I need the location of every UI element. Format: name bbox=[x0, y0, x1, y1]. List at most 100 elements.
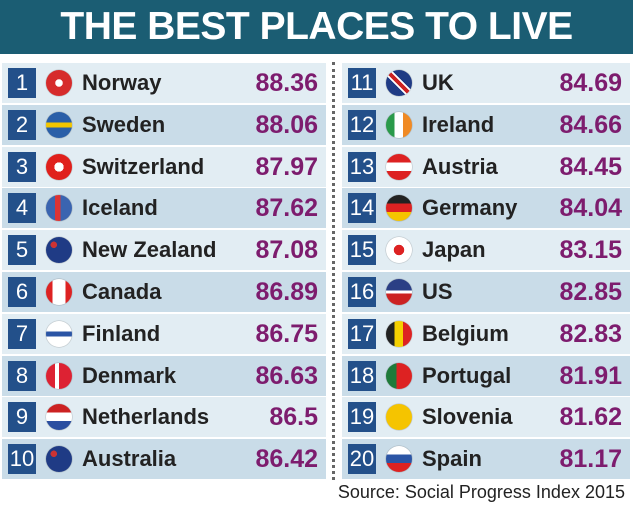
table-row: 4 Iceland 87.62 bbox=[2, 188, 326, 229]
country: Canada bbox=[82, 279, 162, 304]
rank: 17 bbox=[348, 318, 376, 349]
table-row: 1 Norway 88.36 bbox=[2, 63, 326, 103]
rank: 7 bbox=[8, 318, 36, 349]
country: Norway bbox=[82, 70, 162, 95]
score: 87.08 bbox=[255, 236, 318, 265]
flag-icon bbox=[386, 320, 412, 347]
flag-icon bbox=[386, 404, 412, 431]
score: 88.36 bbox=[255, 69, 318, 97]
flag-icon bbox=[46, 153, 72, 180]
table-row: 11 UK 84.69 bbox=[342, 63, 630, 103]
rank: 2 bbox=[8, 109, 36, 140]
flag-icon bbox=[386, 195, 412, 222]
flag-icon bbox=[386, 362, 412, 389]
table-row: 19 Slovenia 81.62 bbox=[342, 397, 630, 438]
flag-icon bbox=[386, 70, 412, 96]
score: 81.91 bbox=[559, 361, 622, 390]
rank: 3 bbox=[8, 151, 36, 182]
flag-icon bbox=[46, 362, 72, 389]
score: 84.66 bbox=[559, 110, 622, 139]
rank: 20 bbox=[348, 444, 376, 475]
rank: 1 bbox=[8, 68, 36, 98]
flag-icon bbox=[386, 279, 412, 305]
table-row: 14 Germany 84.04 bbox=[342, 188, 630, 229]
score: 81.62 bbox=[559, 403, 622, 432]
rank: 11 bbox=[348, 68, 376, 98]
rank: 4 bbox=[8, 193, 36, 224]
score: 81.17 bbox=[559, 445, 622, 474]
table-row: 15 Japan 83.15 bbox=[342, 230, 630, 271]
table-row: 16 US 82.85 bbox=[342, 272, 630, 312]
country: Iceland bbox=[82, 195, 158, 221]
score: 84.69 bbox=[559, 69, 622, 97]
country: Finland bbox=[82, 320, 161, 346]
flag-icon bbox=[46, 195, 72, 222]
rank: 12 bbox=[348, 109, 376, 140]
rank: 15 bbox=[348, 235, 376, 266]
table-row: 3 Switzerland 87.97 bbox=[2, 146, 326, 187]
flag-icon bbox=[386, 237, 412, 264]
score: 82.85 bbox=[559, 278, 622, 306]
country: Slovenia bbox=[422, 404, 513, 430]
flag-icon bbox=[386, 446, 412, 473]
flag-icon bbox=[46, 237, 72, 264]
flag-icon bbox=[46, 446, 72, 473]
country: Netherlands bbox=[82, 404, 210, 430]
rank: 5 bbox=[8, 235, 36, 266]
flag-icon bbox=[46, 320, 72, 347]
rank: 18 bbox=[348, 360, 376, 391]
score: 87.97 bbox=[255, 152, 318, 181]
source: Source: Social Progress Index 2015 bbox=[337, 482, 625, 502]
rank: 8 bbox=[8, 360, 36, 391]
score: 86.89 bbox=[255, 278, 318, 306]
flag-icon bbox=[46, 279, 72, 305]
title: THE BEST PLACES TO LIVE bbox=[0, 0, 633, 54]
country: Austria bbox=[422, 153, 498, 179]
rank: 10 bbox=[8, 444, 36, 475]
table-row: 9 Netherlands 86.5 bbox=[2, 397, 326, 438]
rank: 19 bbox=[348, 402, 376, 433]
country: New Zealand bbox=[82, 237, 217, 263]
country: Portugal bbox=[422, 362, 512, 388]
table-row: 12 Ireland 84.66 bbox=[342, 104, 630, 145]
country: Switzerland bbox=[82, 153, 205, 179]
flag-icon bbox=[386, 153, 412, 180]
rank: 16 bbox=[348, 277, 376, 307]
rank: 14 bbox=[348, 193, 376, 224]
country: Spain bbox=[422, 446, 482, 472]
score: 82.83 bbox=[559, 319, 622, 348]
table-row: 18 Portugal 81.91 bbox=[342, 355, 630, 396]
rank: 13 bbox=[348, 151, 376, 182]
score: 83.15 bbox=[559, 236, 622, 265]
score: 88.06 bbox=[255, 110, 318, 139]
table-row: 10 Australia 86.42 bbox=[2, 439, 326, 480]
score: 84.45 bbox=[559, 152, 622, 181]
table-row: 13 Austria 84.45 bbox=[342, 146, 630, 187]
country: UK bbox=[422, 70, 454, 95]
score: 84.04 bbox=[559, 194, 622, 223]
country: Japan bbox=[422, 237, 486, 263]
score: 86.75 bbox=[255, 319, 318, 348]
country: Sweden bbox=[82, 111, 166, 137]
score: 86.42 bbox=[255, 445, 318, 474]
rank: 6 bbox=[8, 277, 36, 307]
score: 87.62 bbox=[255, 194, 318, 223]
table-row: 2 Sweden 88.06 bbox=[2, 104, 326, 145]
flag-icon bbox=[46, 70, 72, 96]
table-row: 17 Belgium 82.83 bbox=[342, 313, 630, 354]
country: Germany bbox=[422, 195, 518, 221]
country: Belgium bbox=[422, 320, 509, 346]
table-row: 20 Spain 81.17 bbox=[342, 439, 630, 480]
table-row: 6 Canada 86.89 bbox=[2, 272, 326, 312]
country: Australia bbox=[82, 446, 177, 472]
score: 86.63 bbox=[255, 361, 318, 390]
table-row: 8 Denmark 86.63 bbox=[2, 355, 326, 396]
country: US bbox=[422, 279, 453, 304]
country: Ireland bbox=[422, 111, 495, 137]
flag-icon bbox=[46, 404, 72, 431]
score: 86.5 bbox=[269, 403, 318, 432]
flag-icon bbox=[46, 111, 72, 138]
country: Denmark bbox=[82, 362, 177, 388]
rank: 9 bbox=[8, 402, 36, 433]
